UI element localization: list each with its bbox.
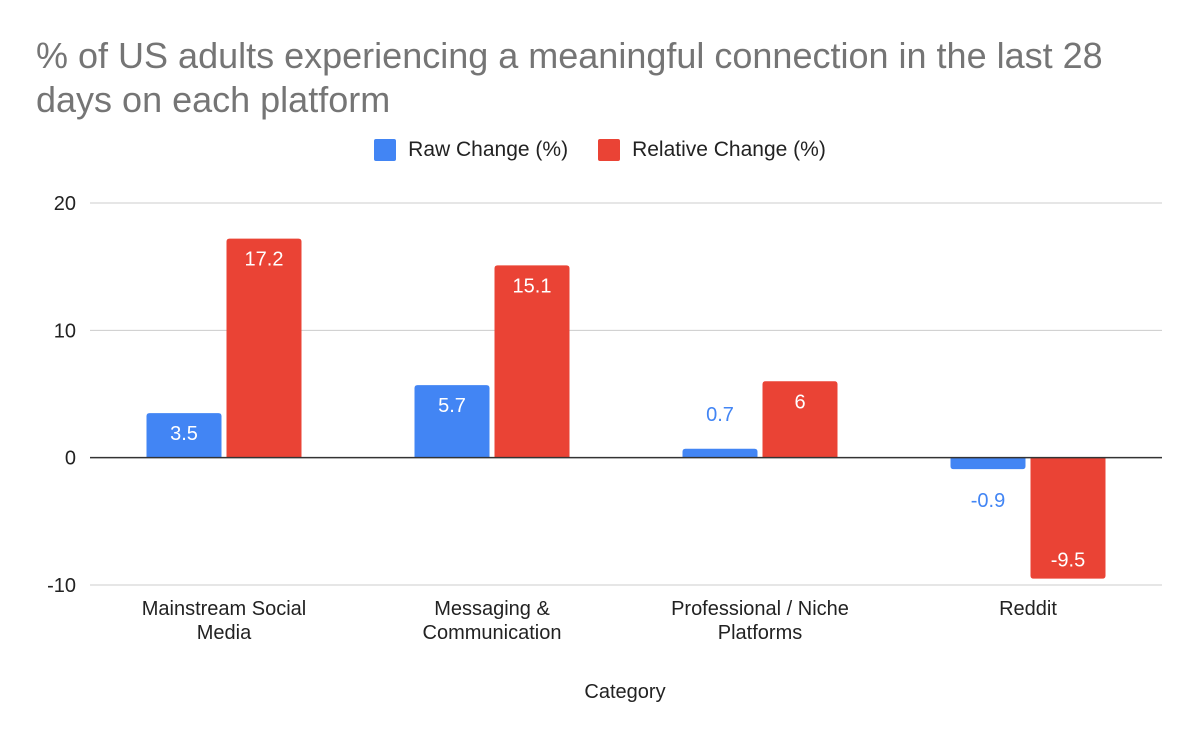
y-tick-label: 10	[54, 320, 76, 342]
data-label: 0.7	[706, 404, 734, 426]
data-label: 3.5	[170, 423, 198, 445]
data-label: 15.1	[513, 275, 552, 297]
bar-relative-change	[226, 238, 302, 458]
y-tick-label: -10	[47, 575, 76, 597]
x-axis-title: Category	[584, 681, 665, 703]
chart-title: % of US adults experiencing a meaningful…	[36, 35, 1103, 120]
x-tick-label: Media	[197, 622, 252, 644]
x-tick-label: Messaging &	[434, 598, 550, 620]
legend-swatch-raw-change	[374, 139, 397, 161]
legend-label-relative-change: Relative Change (%)	[632, 138, 826, 161]
x-tick-label: Professional / Niche	[671, 598, 849, 620]
x-tick-label: Platforms	[718, 622, 802, 644]
data-label: -9.5	[1051, 550, 1085, 572]
legend-swatch-relative-change	[598, 139, 621, 161]
bar-raw-change	[414, 385, 490, 458]
legend: Raw Change (%) Relative Change (%)	[0, 138, 1200, 162]
y-tick-label: 0	[65, 448, 76, 470]
bar-raw-change	[682, 448, 758, 458]
data-label: 5.7	[438, 395, 466, 417]
bar-relative-change	[494, 265, 570, 458]
data-label: 6	[794, 391, 805, 413]
x-tick-label: Reddit	[999, 598, 1057, 620]
bar-raw-change	[146, 413, 222, 458]
bar-relative-change	[762, 381, 838, 458]
legend-item-relative-change[interactable]: Relative Change (%)	[598, 138, 826, 162]
legend-item-raw-change[interactable]: Raw Change (%)	[374, 138, 568, 162]
data-label: -0.9	[971, 490, 1005, 512]
y-tick-label: 20	[54, 193, 76, 215]
x-tick-label: Mainstream Social	[142, 598, 307, 620]
bar-relative-change	[1030, 457, 1106, 579]
x-tick-label: Communication	[423, 622, 562, 644]
bar-raw-change	[950, 457, 1026, 470]
legend-label-raw-change: Raw Change (%)	[408, 138, 569, 161]
data-label: 17.2	[245, 249, 284, 271]
